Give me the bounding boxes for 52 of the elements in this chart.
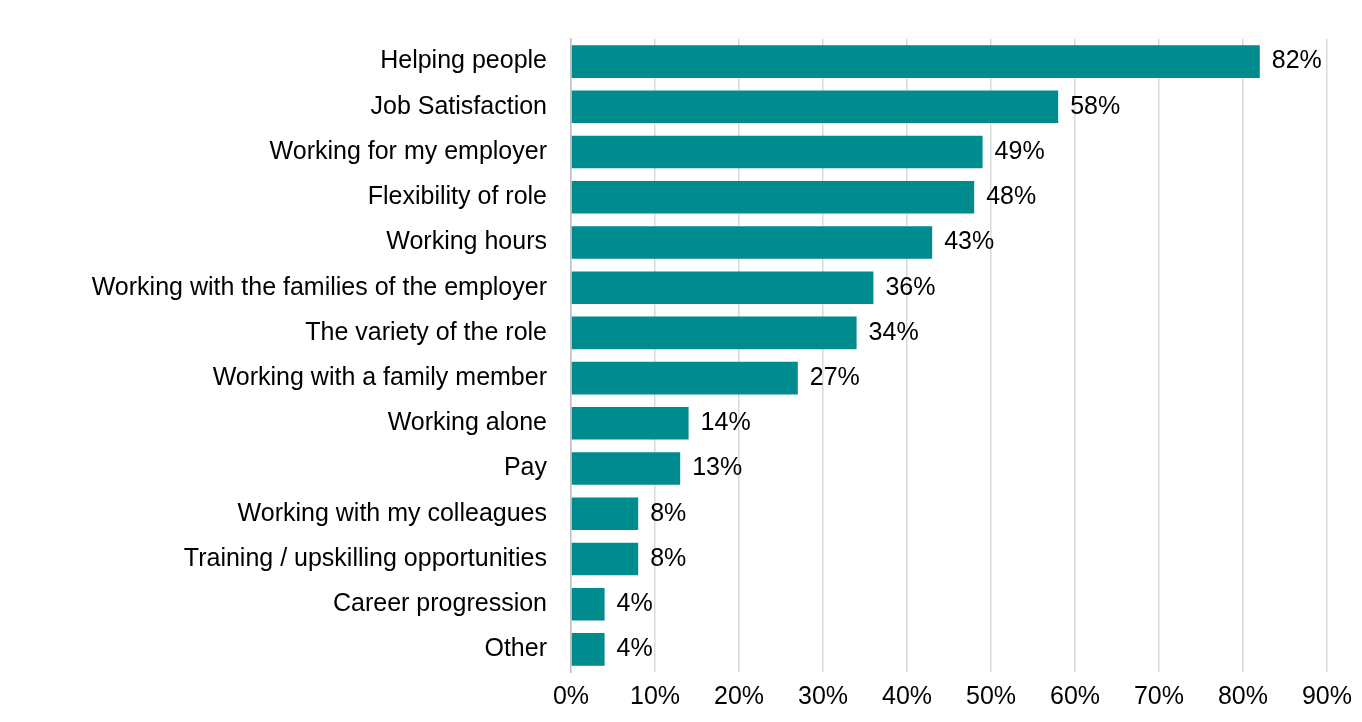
bar: [571, 226, 933, 259]
bar: [571, 45, 1260, 78]
data-label: 14%: [700, 407, 751, 436]
data-label: 8%: [650, 542, 687, 571]
y-tick-label: The variety of the role: [305, 316, 547, 345]
y-tick-label: Working for my employer: [269, 135, 547, 164]
y-tick-label: Pay: [503, 452, 548, 481]
y-tick-label: Working alone: [387, 407, 547, 436]
data-label: 48%: [986, 181, 1037, 210]
x-tick-label: 10%: [629, 680, 681, 709]
y-tick-label: Career progression: [333, 588, 547, 617]
data-label: 27%: [809, 362, 860, 390]
y-tick-label: Flexibility of role: [367, 181, 547, 210]
x-tick-label: 70%: [1133, 680, 1185, 709]
data-label: 34%: [868, 316, 919, 345]
y-tick-label: Training / upskilling opportunities: [183, 542, 547, 571]
data-label: 36%: [885, 271, 936, 300]
y-tick-label: Working with my colleagues: [237, 497, 547, 526]
x-tick-label: 80%: [1217, 680, 1269, 709]
y-tick-label: Helping people: [380, 45, 547, 74]
x-tick-label: 40%: [881, 680, 933, 709]
data-label: 43%: [944, 226, 995, 255]
x-tick-label: 50%: [965, 680, 1017, 709]
data-label: 8%: [650, 497, 687, 526]
x-tick-label: 20%: [713, 680, 765, 709]
data-label: 49%: [994, 135, 1045, 164]
y-tick-label: Working with the families of the employer: [91, 271, 547, 300]
data-label: 4%: [616, 633, 653, 662]
bar: [571, 316, 857, 350]
bar: [571, 180, 975, 214]
bar: [571, 587, 605, 621]
x-tick-label: 0%: [552, 680, 590, 709]
x-tick-label: 90%: [1301, 680, 1353, 709]
bar: [571, 90, 1059, 124]
bar: [571, 407, 689, 440]
data-label: 4%: [616, 588, 653, 617]
x-tick-label: 60%: [1049, 680, 1101, 709]
bar: [571, 361, 798, 395]
bar: [571, 271, 874, 304]
x-tick-label: 30%: [797, 680, 849, 709]
y-tick-label: Working with a family member: [212, 362, 547, 390]
data-label: 13%: [692, 452, 743, 481]
y-tick-label: Other: [484, 633, 547, 662]
data-label: 82%: [1271, 45, 1322, 74]
y-tick-label: Job Satisfaction: [370, 90, 547, 119]
bar: [571, 497, 639, 531]
y-tick-label: Working hours: [386, 226, 547, 255]
data-label: 58%: [1070, 90, 1121, 119]
bar: [571, 135, 983, 169]
bar: [571, 633, 605, 666]
bar: [571, 542, 639, 576]
bar: [571, 452, 681, 485]
